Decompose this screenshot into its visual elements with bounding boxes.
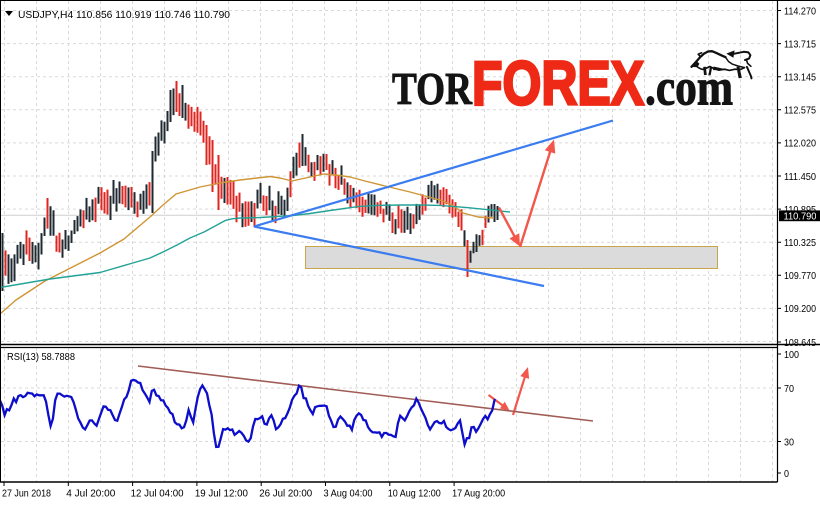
- svg-text:108.645: 108.645: [784, 337, 816, 349]
- svg-text:17 Aug 20:00: 17 Aug 20:00: [452, 488, 505, 500]
- svg-text:10 Aug 12:00: 10 Aug 12:00: [388, 488, 441, 500]
- svg-text:30: 30: [784, 436, 794, 448]
- svg-text:4 Jul 20:00: 4 Jul 20:00: [66, 488, 115, 500]
- svg-text:113.715: 113.715: [784, 38, 816, 50]
- svg-text:110.325: 110.325: [784, 237, 816, 249]
- svg-text:USDJPY,H4 110.856 110.919 110: USDJPY,H4 110.856 110.919 110.746 110.79…: [18, 9, 230, 21]
- svg-text:111.450: 111.450: [784, 171, 816, 183]
- svg-text:0: 0: [784, 468, 789, 480]
- svg-text:112.020: 112.020: [784, 138, 816, 150]
- svg-text:113.145: 113.145: [784, 72, 816, 84]
- svg-text:RSI(13) 58.7888: RSI(13) 58.7888: [7, 351, 75, 363]
- svg-text:TOR: TOR: [392, 63, 473, 114]
- svg-text:3 Aug 04:00: 3 Aug 04:00: [324, 488, 373, 500]
- svg-text:114.270: 114.270: [784, 5, 816, 17]
- svg-text:70: 70: [784, 383, 794, 395]
- svg-text:27 Jun 2018: 27 Jun 2018: [2, 488, 51, 500]
- svg-text:109.200: 109.200: [784, 303, 816, 315]
- svg-text:112.575: 112.575: [784, 105, 816, 117]
- svg-text:100: 100: [784, 349, 799, 361]
- svg-text:19 Jul 12:00: 19 Jul 12:00: [195, 488, 248, 500]
- svg-text:12 Jul 04:00: 12 Jul 04:00: [131, 488, 184, 500]
- svg-text:110.790: 110.790: [784, 211, 817, 223]
- svg-text:FOREX: FOREX: [472, 50, 644, 119]
- svg-text:26 Jul 20:00: 26 Jul 20:00: [259, 488, 312, 500]
- svg-text:109.770: 109.770: [784, 270, 816, 282]
